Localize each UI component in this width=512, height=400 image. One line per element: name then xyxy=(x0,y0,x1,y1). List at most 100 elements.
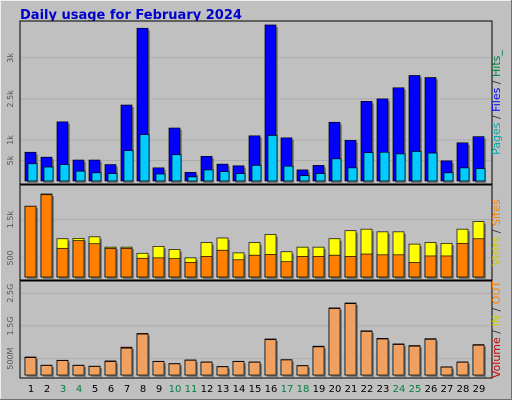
bar-pages xyxy=(27,163,38,182)
bar-pages xyxy=(379,151,390,182)
x-tick-label: 16 xyxy=(265,384,278,395)
x-tick-label: 12 xyxy=(201,384,214,395)
bar-sites xyxy=(296,255,309,278)
x-tick-label: 29 xyxy=(473,384,486,395)
bar-pages xyxy=(107,173,118,182)
x-tick-label: 22 xyxy=(361,384,374,395)
bar-sites xyxy=(152,257,165,278)
y-tick-label: 500M xyxy=(6,347,15,369)
x-tick-label: 23 xyxy=(377,384,390,395)
bar-out xyxy=(312,346,325,376)
bar-pages xyxy=(219,171,230,182)
hits-panel: 5k 1k 2.5k 3k Pages / Files / Hits_ xyxy=(6,20,503,185)
bar-out xyxy=(120,347,133,376)
chart-panels: 5k 1k 2.5k 3k Pages / Files / Hits_ 500 1.5k Vi… xyxy=(6,20,503,379)
bar-out xyxy=(344,303,357,376)
bar-sites xyxy=(360,253,373,278)
bar-out xyxy=(216,366,229,376)
legend-part: Sites xyxy=(490,199,503,226)
x-tick-label: 15 xyxy=(249,384,262,395)
bar-pages xyxy=(187,176,198,182)
bar-out xyxy=(472,344,485,376)
bar-sites xyxy=(72,240,85,278)
x-tick-label: 1 xyxy=(28,384,34,395)
bar-out xyxy=(456,361,469,376)
bar-out xyxy=(440,366,453,376)
bar-sites xyxy=(440,255,453,278)
x-axis-labels: 1 2 3 4 5 6 7 8 9 10 11 12 13 14 15 16 17 18 19 20 21 22 23 24 2… xyxy=(28,384,486,395)
x-tick-label: 3 xyxy=(60,384,66,395)
bar-sites xyxy=(408,262,421,278)
bar-pages xyxy=(123,150,134,182)
bar-pages xyxy=(475,168,486,182)
series-legend: Pages / Files / Hits_ xyxy=(490,50,503,155)
bar-sites xyxy=(392,254,405,278)
legend-part: / xyxy=(490,112,503,123)
legend-part: / xyxy=(490,226,503,237)
bar-sites xyxy=(280,261,293,278)
x-tick-label: 4 xyxy=(76,384,82,395)
bar-sites xyxy=(184,262,197,278)
bar-pages xyxy=(203,169,214,182)
bar-out xyxy=(56,360,69,376)
bar-sites xyxy=(200,255,213,278)
legend-part: / xyxy=(490,327,503,338)
x-tick-label: 7 xyxy=(124,384,130,395)
bar-sites xyxy=(312,255,325,278)
x-tick-label: 8 xyxy=(140,384,146,395)
bar-sites xyxy=(56,247,69,278)
x-tick-label: 25 xyxy=(409,384,422,395)
y-tick-label: 5k xyxy=(6,155,15,165)
y-tick-label: 3k xyxy=(6,53,15,63)
bar-pages xyxy=(443,172,454,182)
bar-pages xyxy=(171,154,182,182)
bar-out xyxy=(72,365,85,376)
bar-pages xyxy=(395,153,406,182)
bar-sites xyxy=(24,205,37,278)
volume-panel: 500M 1.5G 2.5G Volume / IN / OUT xyxy=(6,280,503,379)
bar-sites xyxy=(424,255,437,278)
bar-out xyxy=(296,365,309,376)
y-tick-label: 2.5k xyxy=(6,90,15,108)
legend-part: IN xyxy=(490,315,503,326)
bar-out xyxy=(280,359,293,376)
bar-out xyxy=(328,308,341,376)
bar-pages xyxy=(139,134,150,182)
bar-pages xyxy=(59,164,70,182)
x-tick-label: 14 xyxy=(233,384,246,395)
bar-out xyxy=(408,345,421,376)
x-tick-label: 26 xyxy=(425,384,438,395)
bar-sites xyxy=(40,194,53,278)
bar-pages xyxy=(427,152,438,182)
bar-sites xyxy=(120,247,133,278)
bar-pages xyxy=(235,173,246,182)
bar-sites xyxy=(456,242,469,278)
x-tick-label: 5 xyxy=(92,384,98,395)
bar-out xyxy=(232,361,245,376)
legend-part: Files xyxy=(490,87,503,111)
visits-panel: 500 1.5k Visits / Sites xyxy=(6,184,503,281)
bar-pages xyxy=(283,165,294,182)
bar-out xyxy=(40,365,53,376)
bar-out xyxy=(200,361,213,376)
y-tick-label: 1.5k xyxy=(6,211,15,229)
series-legend: Volume / IN / OUT xyxy=(490,281,503,379)
x-tick-label: 9 xyxy=(156,384,162,395)
bar-pages xyxy=(251,165,262,182)
bar-out xyxy=(264,339,277,376)
x-tick-label: 13 xyxy=(217,384,230,395)
bar-sites xyxy=(104,247,117,278)
bar-sites xyxy=(264,254,277,278)
legend-part: / xyxy=(490,77,503,88)
bar-pages xyxy=(459,167,470,182)
bar-pages xyxy=(43,166,54,182)
legend-part: / xyxy=(490,304,503,315)
bar-sites xyxy=(472,238,485,278)
legend-part: OUT xyxy=(490,281,503,305)
y-tick-label: 500 xyxy=(6,250,15,265)
bar-sites xyxy=(344,255,357,278)
x-tick-label: 27 xyxy=(441,384,454,395)
legend-part: Hits_ xyxy=(490,50,503,77)
chart-title: Daily usage for February 2024 xyxy=(20,8,242,23)
